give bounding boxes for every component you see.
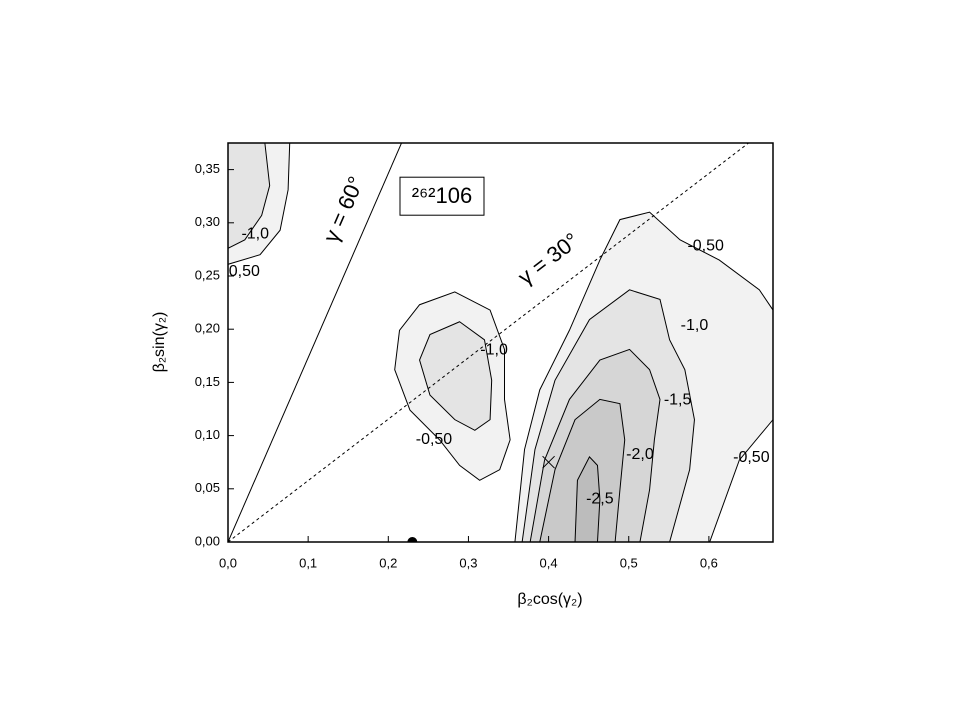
y-tick-label: 0,25 [195, 267, 220, 282]
contour-label: -0,50 [416, 431, 453, 448]
contour-label: -0,50 [223, 263, 260, 280]
marker [542, 455, 555, 469]
x-tick-label: 0,5 [620, 555, 638, 570]
x-tick-label: 0,1 [299, 555, 317, 570]
y-tick-label: 0,00 [195, 533, 220, 548]
y-tick-label: 0,15 [195, 374, 220, 389]
x-tick-label: 0,6 [700, 555, 718, 570]
y-tick-label: 0,20 [195, 321, 220, 336]
contour-label: -2,0 [626, 446, 654, 463]
y-tick-label: 0,35 [195, 161, 220, 176]
reference-line [228, 143, 750, 542]
contour-label: -0,50 [687, 237, 724, 254]
contour-label: -1,5 [664, 392, 692, 409]
inset-box [399, 176, 485, 216]
axes: 0,0 0,1 0,2 0,3 0,4 0,5 0,6 0,00 0,05 0,10 0,15 0,2… [195, 142, 774, 570]
marker [407, 537, 418, 542]
x-axis-label: β₂cos(γ₂) [517, 591, 582, 608]
plot-frame [227, 142, 774, 543]
y-tick-label: 0,30 [195, 214, 220, 229]
reference-line [228, 143, 403, 542]
x-tick-label: 0,3 [459, 555, 477, 570]
contour-label: -1,0 [681, 317, 709, 334]
x-tick-label: 0,0 [219, 555, 237, 570]
inset-label: ²⁶²106 [412, 183, 472, 208]
contour-label: -2,5 [586, 491, 614, 508]
contour-label: -0,50 [733, 449, 770, 466]
contour-region [574, 456, 601, 542]
plot-area: γ = 60°γ = 30°-0,50-1,0-0,50-1,0-0,50-0,… [223, 143, 773, 542]
contour-label: -1,0 [480, 342, 508, 359]
contour-label: -1,0 [241, 226, 269, 243]
contour-region [419, 321, 493, 431]
y-tick-label: 0,10 [195, 427, 220, 442]
x-tick-label: 0,2 [379, 555, 397, 570]
y-axis-label: β₂sin(γ₂) [151, 312, 168, 373]
contour-region [228, 143, 271, 249]
x-tick-label: 0,4 [540, 555, 558, 570]
y-tick-label: 0,05 [195, 480, 220, 495]
